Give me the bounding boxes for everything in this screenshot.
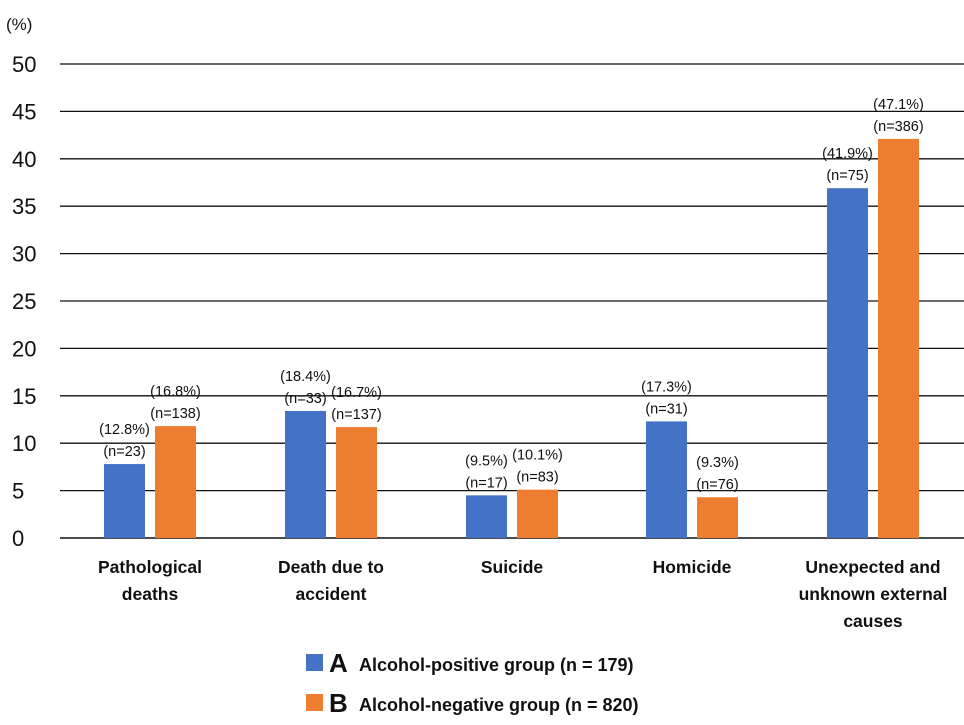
bar	[104, 464, 145, 538]
legend-label: Alcohol-negative group (n = 820)	[359, 695, 639, 715]
category-label: causes	[843, 611, 903, 631]
bar	[517, 489, 558, 538]
y-tick-label: 45	[12, 99, 36, 124]
data-label: (17.3%)	[641, 379, 692, 395]
bar	[878, 138, 919, 538]
y-tick-label: 35	[12, 194, 36, 219]
data-label: (n=76)	[696, 477, 738, 493]
data-label: (n=23)	[103, 444, 145, 460]
legend: A Alcohol-positive group (n = 179) B Alcoho…	[306, 648, 639, 718]
data-label: (18.4%)	[280, 369, 331, 385]
data-label: (n=75)	[826, 168, 868, 184]
category-label: unknown external	[799, 584, 948, 604]
data-label: (n=83)	[516, 470, 558, 486]
category-label: Pathological	[98, 557, 202, 577]
bar	[285, 410, 326, 538]
legend-letter: B	[329, 688, 348, 718]
y-tick-label: 20	[12, 336, 36, 361]
data-label: (n=17)	[465, 475, 507, 491]
category-label: Death due to	[278, 557, 384, 577]
y-unit-label: (%)	[6, 15, 32, 34]
y-tick-label: 5	[12, 479, 24, 504]
data-label: (41.9%)	[822, 146, 873, 162]
y-tick-label: 40	[12, 147, 36, 172]
bars	[104, 138, 919, 539]
data-labels: (12.8%) (n=23) (18.4%) (n=33) (9.5%) (n=17) (1…	[99, 97, 924, 493]
data-label: (n=138)	[150, 406, 200, 422]
category-label: deaths	[122, 584, 179, 604]
data-label: (n=386)	[873, 119, 923, 135]
data-label: (16.8%)	[150, 384, 201, 400]
legend-letter: A	[329, 648, 348, 678]
legend-label: Alcohol-positive group (n = 179)	[359, 655, 634, 675]
data-label: (n=31)	[645, 401, 687, 417]
data-label: (47.1%)	[873, 97, 924, 113]
bar	[646, 421, 687, 538]
data-label: (9.3%)	[696, 455, 739, 471]
y-tick-label: 15	[12, 384, 36, 409]
gridlines	[60, 63, 964, 539]
data-label: (10.1%)	[512, 448, 563, 464]
category-labels: Pathological deaths Death due to accident Su…	[98, 557, 947, 631]
category-label: Homicide	[653, 557, 732, 577]
data-label: (n=137)	[331, 407, 381, 423]
y-tick-label: 10	[12, 431, 36, 456]
data-label: (16.7%)	[331, 385, 382, 401]
y-tick-label: 30	[12, 242, 36, 267]
y-tick-label: 25	[12, 289, 36, 314]
bar	[697, 497, 738, 538]
y-tick-label: 50	[12, 52, 36, 77]
category-label: Suicide	[481, 557, 544, 577]
bar	[155, 426, 196, 538]
legend-swatch	[306, 654, 323, 671]
legend-swatch	[306, 694, 323, 711]
bar	[466, 495, 507, 538]
data-label: (12.8%)	[99, 422, 150, 438]
category-label: accident	[296, 584, 367, 604]
data-label: (n=33)	[284, 391, 326, 407]
bar	[827, 188, 868, 539]
bar	[336, 427, 377, 538]
category-label: Unexpected and	[805, 557, 940, 577]
y-tick-label: 0	[12, 526, 24, 551]
data-label: (9.5%)	[465, 453, 508, 469]
